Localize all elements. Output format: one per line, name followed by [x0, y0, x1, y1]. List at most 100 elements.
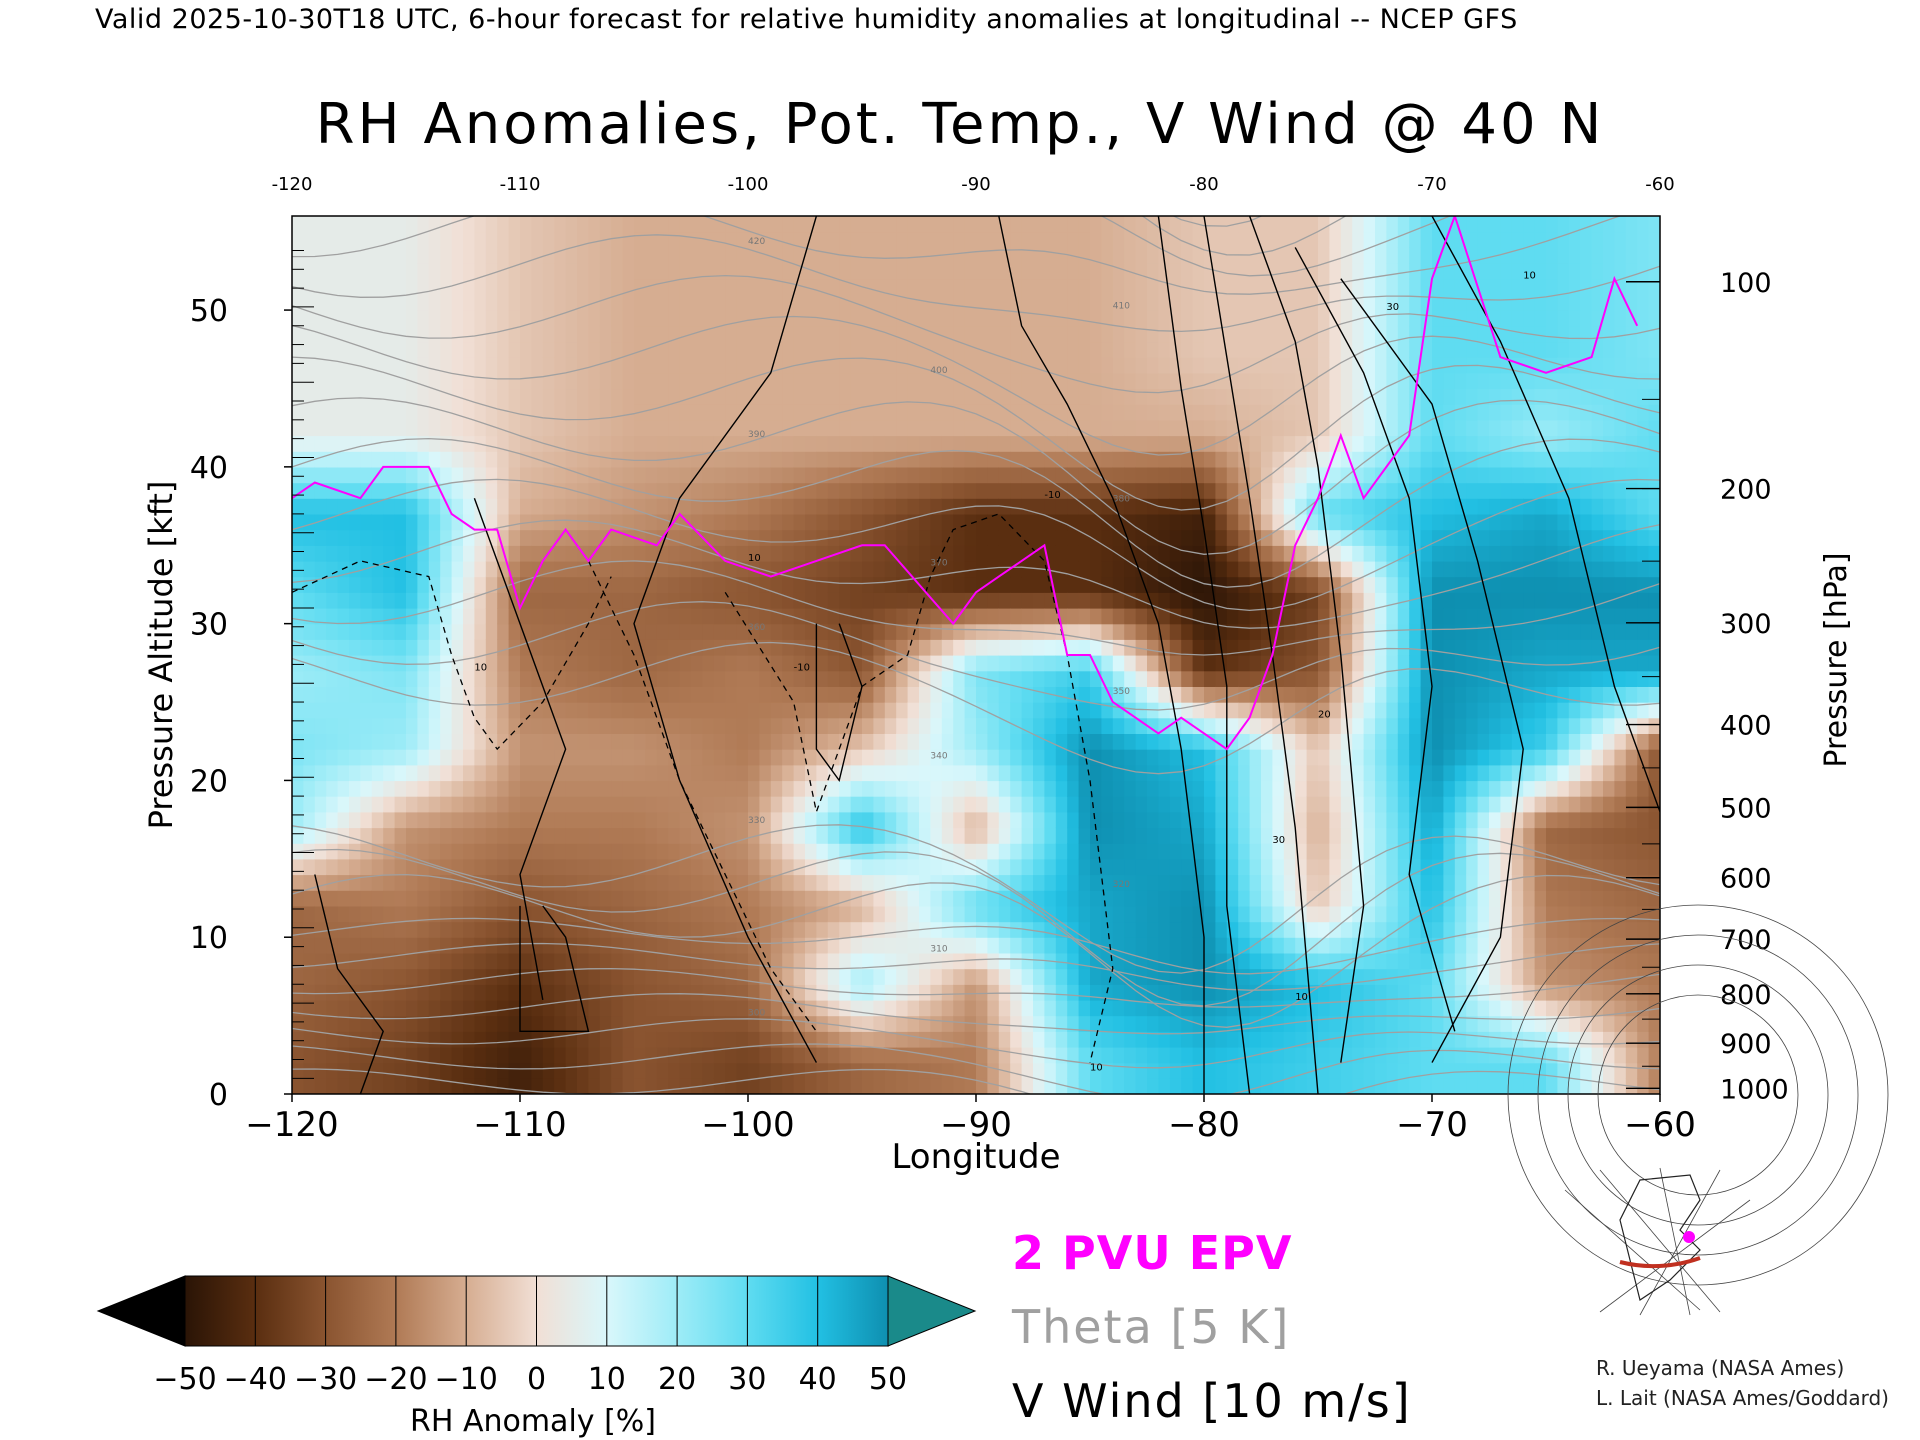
heatmap-cell: [485, 921, 498, 938]
heatmap-cell: [622, 1062, 635, 1079]
heatmap-cell: [371, 419, 384, 437]
heatmap-cell: [428, 247, 441, 264]
heatmap-cell: [611, 592, 624, 609]
heatmap-cell: [394, 811, 407, 829]
heatmap-cell: [702, 639, 715, 656]
heatmap-cell: [577, 1078, 589, 1094]
heatmap-cell: [873, 388, 886, 405]
heatmap-cell: [987, 639, 1000, 656]
heatmap-cell: [1226, 263, 1239, 280]
heatmap-cell: [565, 435, 578, 452]
heatmap-cell: [998, 357, 1011, 374]
heatmap-cell: [919, 231, 931, 248]
heatmap-cell: [839, 717, 852, 734]
heatmap-cell: [1055, 529, 1068, 546]
heatmap-cell: [542, 560, 555, 578]
heatmap-cell: [360, 608, 373, 625]
heatmap-cell: [1295, 639, 1308, 656]
heatmap-cell: [987, 247, 1000, 264]
heatmap-cell: [451, 655, 464, 672]
heatmap-cell: [1249, 592, 1262, 609]
heatmap-cell: [417, 999, 430, 1017]
heatmap-cell: [428, 827, 441, 844]
heatmap-cell: [805, 592, 817, 609]
heatmap-cell: [1249, 717, 1262, 734]
heatmap-cell: [1192, 404, 1205, 421]
heatmap-cell: [542, 639, 555, 656]
heatmap-cell: [383, 498, 396, 515]
heatmap-cell: [748, 263, 760, 280]
heatmap-cell: [1124, 1078, 1137, 1094]
heatmap-cell: [976, 843, 988, 860]
heatmap-cell: [1101, 451, 1114, 468]
heatmap-cell: [976, 263, 988, 280]
heatmap-cell: [1226, 670, 1239, 687]
heatmap-cell: [349, 404, 361, 421]
heatmap-cell: [542, 999, 555, 1017]
heatmap-cell: [793, 952, 806, 970]
heatmap-cell: [1147, 843, 1159, 860]
heatmap-cell: [1044, 216, 1057, 233]
heatmap-cell: [668, 466, 681, 484]
heatmap-cell: [417, 325, 430, 343]
heatmap-cell: [827, 811, 840, 829]
heatmap-cell: [793, 372, 806, 390]
heatmap-cell: [634, 576, 646, 593]
heatmap-cell: [383, 341, 396, 358]
heatmap-cell: [748, 482, 760, 499]
heatmap-cell: [964, 670, 977, 687]
heatmap-cell: [611, 937, 624, 954]
heatmap-cell: [1055, 325, 1068, 343]
heatmap-cell: [964, 937, 977, 954]
heatmap-cell: [577, 874, 589, 891]
heatmap-cell: [1055, 263, 1068, 280]
heatmap-cell: [953, 592, 966, 609]
heatmap-cell: [622, 482, 635, 499]
heatmap-cell: [303, 560, 316, 578]
heatmap-cell: [884, 1078, 897, 1094]
heatmap-cell: [1204, 278, 1216, 295]
heatmap-cell: [1204, 733, 1216, 750]
heatmap-cell: [1112, 372, 1125, 390]
heatmap-cell: [1169, 623, 1182, 640]
heatmap-cell: [1192, 639, 1205, 656]
heatmap-cell: [1021, 341, 1034, 358]
heatmap-cell: [531, 811, 544, 829]
heatmap-cell: [1181, 404, 1194, 421]
heatmap-cell: [406, 639, 418, 656]
heatmap-cell: [565, 419, 578, 437]
heatmap-cell: [428, 608, 441, 625]
heatmap-cell: [702, 999, 715, 1017]
heatmap-cell: [987, 780, 1000, 797]
heatmap-cell: [736, 623, 749, 640]
heatmap-cell: [1181, 1015, 1194, 1032]
heatmap-cell: [1249, 341, 1262, 358]
heatmap-cell: [1101, 608, 1114, 625]
heatmap-cell: [1124, 749, 1137, 766]
heatmap-cell: [793, 639, 806, 656]
heatmap-cell: [1238, 749, 1251, 766]
heatmap-cell: [622, 843, 635, 860]
heatmap-cell: [679, 560, 692, 578]
heatmap-cell: [588, 1047, 601, 1064]
heatmap-cell: [736, 388, 749, 405]
heatmap-cell: [1272, 435, 1285, 452]
heatmap-cell: [1033, 466, 1045, 484]
heatmap-cell: [520, 435, 532, 452]
heatmap-cell: [805, 952, 817, 970]
heatmap-cell: [1147, 858, 1159, 876]
heatmap-cell: [1124, 937, 1137, 954]
heatmap-cell: [691, 921, 703, 938]
heatmap-cell: [508, 811, 521, 829]
heatmap-cell: [451, 890, 464, 907]
heatmap-cell: [1261, 560, 1273, 578]
heatmap-cell: [1158, 1078, 1171, 1094]
heatmap-cell: [531, 216, 544, 233]
heatmap-cell: [1226, 639, 1239, 656]
heatmap-cell: [349, 372, 361, 390]
heatmap-cell: [440, 717, 453, 734]
heatmap-cell: [782, 372, 795, 390]
heatmap-cell: [1181, 780, 1194, 797]
heatmap-cell: [1124, 921, 1137, 938]
heatmap-cell: [360, 921, 373, 938]
